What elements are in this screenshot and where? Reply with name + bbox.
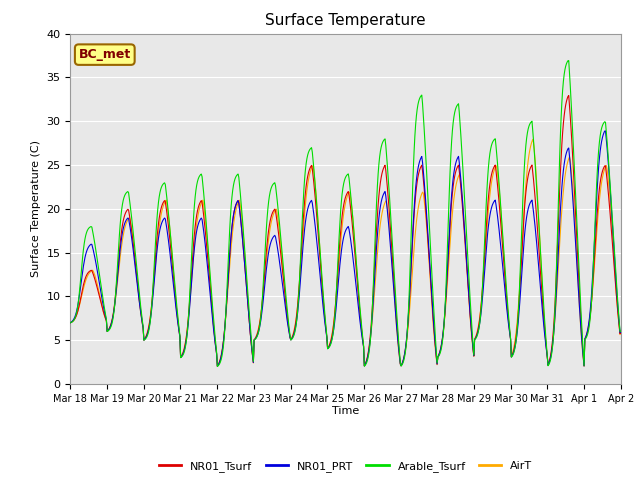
Legend: NR01_Tsurf, NR01_PRT, Arable_Tsurf, AirT: NR01_Tsurf, NR01_PRT, Arable_Tsurf, AirT [155, 457, 536, 477]
Y-axis label: Surface Temperature (C): Surface Temperature (C) [31, 140, 41, 277]
X-axis label: Time: Time [332, 407, 359, 417]
Title: Surface Temperature: Surface Temperature [266, 13, 426, 28]
Text: BC_met: BC_met [79, 48, 131, 61]
